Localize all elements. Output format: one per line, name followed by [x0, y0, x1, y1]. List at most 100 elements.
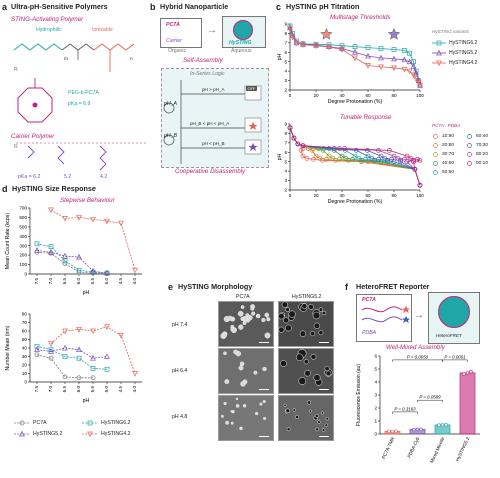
legend-d-label: HySTING4.2 [101, 431, 131, 437]
d1-series-line-1 [36, 243, 108, 274]
tem-particle [285, 324, 292, 332]
c1-point [365, 63, 371, 69]
d2-point [90, 375, 96, 381]
d1-xtick-label: 5.5 [90, 278, 95, 285]
panel-label-d: d [2, 184, 8, 194]
d1-point [34, 247, 40, 253]
legend-c2-label: 60:40 [476, 134, 489, 139]
d1-point [48, 249, 54, 255]
d2-ytick-label: 40 [22, 346, 28, 351]
c2-point [417, 182, 423, 188]
carrier-pka-3: 4.2 [100, 174, 108, 180]
tem-particle [313, 322, 321, 329]
d2-point [76, 375, 82, 381]
d1-ytick-label: 0 [24, 272, 27, 277]
legend-c2: 10:90 20:80 30:70 40:60 50:50 60:40 70:30 80:20… [432, 133, 500, 181]
panel-b-title: Hybrid Nanoparticle [160, 2, 229, 11]
d2-point [90, 354, 96, 361]
tem-particle [315, 427, 320, 432]
d2-point [76, 326, 82, 333]
d1-ytick-label: 600 [19, 215, 27, 220]
arrow-right-icon-f: → [414, 310, 424, 321]
legend-c2-item: 90:10 [466, 160, 488, 167]
c2-point [300, 143, 306, 149]
legend-c2-swatch [467, 161, 472, 166]
tem-particle [303, 359, 309, 365]
pha-label: pH_A [164, 101, 177, 107]
legend-d-label: PC7A [33, 420, 47, 426]
tem-particle [321, 411, 324, 415]
carrier-organic-label: Carrier [166, 38, 182, 44]
c2-point [311, 157, 316, 162]
c2-point [408, 156, 414, 161]
c1-point [417, 82, 423, 89]
legend-c2-swatch [433, 152, 438, 157]
chart-tunable-response: 2 3 4 5 6 7 8 9 0 20 40 60 80 100 Degree Protonation (… [277, 122, 424, 205]
d1-xtick-label: 6.0 [76, 278, 81, 285]
d2-point [62, 374, 68, 380]
f-category-label: PDBA-Cy5 [406, 436, 420, 459]
legend-c2-swatch-marker [467, 161, 472, 166]
row-ph64: pH 6.4 [172, 368, 188, 374]
c1-xtick-label: 100 [416, 93, 424, 98]
legend-c2-swatch-marker [433, 161, 438, 166]
pc7a-organic-label: PC7A [166, 22, 180, 28]
legend-c1-item: HySTING5.2 [432, 48, 477, 58]
c2-ytick-label: 9 [284, 122, 287, 127]
r-group-label-2: R [14, 144, 18, 150]
c1-ytick-label: 4 [284, 69, 287, 74]
arrow-right-icon: → [207, 25, 217, 36]
legend-c2-label: 40:60 [442, 161, 455, 166]
c1-xlabel: Degree Protonation (%) [328, 99, 383, 105]
c2-xtick-label: 60 [365, 193, 371, 198]
c1-point [406, 58, 413, 65]
c2-point [364, 148, 370, 153]
c2-point [304, 156, 310, 161]
tem-particle [312, 311, 321, 320]
legend-c1-item: HySTING6.2 [432, 38, 477, 48]
tem-particle [235, 404, 240, 408]
f-significance-bracket [392, 359, 443, 362]
d1-ytick-label: 500 [19, 224, 27, 229]
d1-point [76, 253, 82, 260]
d2-point [90, 366, 96, 371]
d1-xtick-label: 7.5 [34, 278, 39, 285]
fret-pc7a-label: PC7A [362, 297, 376, 303]
tem-particle [295, 353, 304, 362]
tem-particle [304, 369, 311, 377]
tem-particle [239, 361, 245, 367]
c1-point [326, 43, 332, 49]
tem-particle [288, 310, 296, 318]
tem-particle [242, 321, 247, 326]
d1-point [62, 252, 68, 259]
c1-ytick-label: 8 [284, 31, 287, 36]
d1-point [90, 216, 96, 223]
tem-particle [285, 408, 291, 414]
d2-series-line-0 [36, 354, 93, 379]
c1-point [313, 41, 319, 48]
c2-point [356, 156, 362, 161]
c2-ytick-label: 2 [284, 188, 287, 193]
c1-point [352, 55, 358, 62]
legend-c2-item: 20:80 [432, 142, 454, 149]
d2-point [76, 355, 82, 361]
legend-d-item: HySTING4.2 [82, 431, 131, 438]
d1-ytick-label: 700 [19, 206, 27, 211]
c1-xtick-label: 60 [365, 93, 371, 98]
tem-particle [238, 324, 244, 330]
f-category-label: Mixed Micelle [429, 436, 445, 464]
c2-point [398, 159, 403, 165]
organic-box [160, 18, 202, 48]
c2-point [412, 166, 418, 172]
f-bar-point [419, 427, 423, 432]
legend-c1: HySTING6.2 HySTING5.2 HySTING4.2 [432, 38, 477, 68]
c1-point [339, 45, 345, 51]
tunable-subtitle: Tunable Response [340, 114, 392, 121]
f-ytick-label: 1 [374, 419, 377, 424]
legend-c2-title: PC7A : PDBA [432, 123, 461, 128]
tem-particle [301, 303, 308, 310]
d1-point [62, 261, 68, 266]
d1-ytick-label: 100 [19, 262, 27, 267]
c1-point [401, 66, 408, 73]
f-bar-point [412, 427, 416, 432]
